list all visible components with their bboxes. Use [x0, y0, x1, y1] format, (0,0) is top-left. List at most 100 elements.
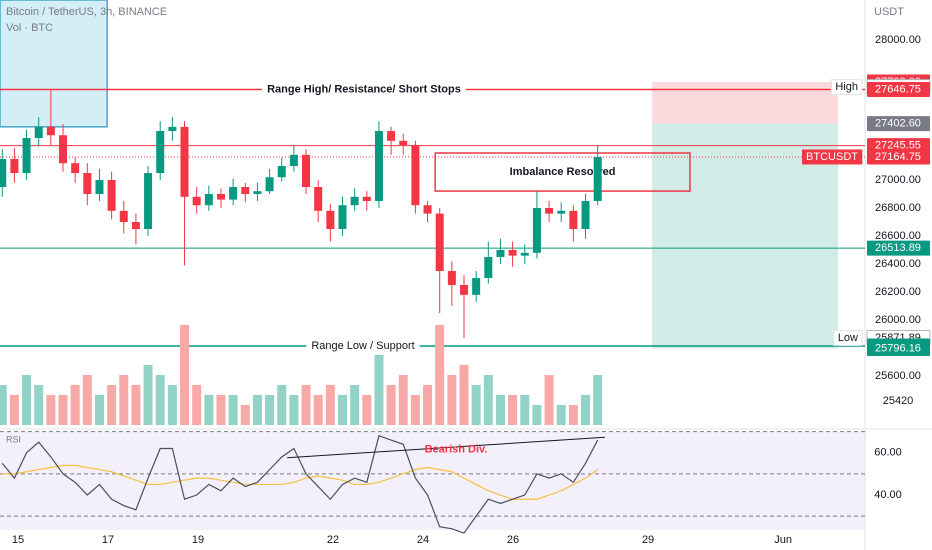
candle-body — [180, 126, 189, 197]
volume-bar — [0, 385, 7, 425]
candle-body — [59, 135, 68, 164]
candle-body — [277, 166, 286, 178]
volume-bar — [34, 385, 44, 425]
candle-body — [423, 205, 432, 214]
candle-body — [399, 140, 408, 146]
candle-body — [34, 126, 43, 139]
candle-body — [569, 210, 578, 230]
price-tag-label: 27646.75 — [875, 83, 921, 95]
level-label: Range Low / Support — [311, 340, 414, 352]
candle-body — [581, 201, 590, 230]
candle-body — [204, 194, 213, 206]
candle-body — [362, 196, 371, 202]
x-tick-label: 19 — [192, 534, 204, 546]
price-tag-label: 25796.16 — [875, 342, 921, 354]
candle-body — [447, 271, 456, 286]
candle-body — [216, 194, 225, 200]
candle-body — [374, 131, 383, 202]
volume-bar — [252, 395, 262, 425]
candle-body — [338, 205, 347, 230]
y-tick-label: 26200.00 — [875, 286, 921, 298]
price-tag — [867, 138, 930, 154]
rsi-tick-label: 40.00 — [874, 489, 902, 501]
x-tick-label: 15 — [12, 534, 24, 546]
volume-bar — [520, 395, 530, 425]
candle-body — [95, 180, 104, 195]
x-tick-label: 26 — [507, 534, 519, 546]
rsi-line — [1, 435, 599, 534]
box-label: Imbalance Resolved — [510, 166, 616, 178]
subtitle: Vol · BTC — [6, 22, 53, 34]
volume-bar — [447, 375, 457, 425]
y-tick-label: 25420 — [883, 395, 914, 407]
candle-body — [107, 180, 116, 211]
zone-box — [434, 152, 691, 192]
volume-bar — [495, 395, 505, 425]
candle-body — [460, 285, 469, 295]
price-tag-label: 27164.75 — [875, 151, 921, 163]
candle-body — [144, 173, 153, 230]
volume-bar — [374, 355, 384, 425]
price-tag — [867, 149, 930, 165]
volume-bar — [58, 395, 68, 425]
price-tag — [867, 240, 930, 256]
price-tag-label: 26513.89 — [875, 242, 921, 254]
volume-bar — [216, 395, 226, 425]
volume-bar — [167, 385, 177, 425]
zone-box — [652, 82, 838, 124]
candle-body — [545, 208, 554, 214]
candle-body — [229, 187, 238, 200]
volume-bar — [362, 395, 372, 425]
volume-bar — [459, 365, 469, 425]
price-tag-label: 27402.60 — [875, 118, 921, 130]
candle-body — [532, 208, 541, 253]
candle-body — [83, 173, 92, 195]
candle-body — [435, 213, 444, 272]
y-tick-label: 26600.00 — [875, 230, 921, 242]
candle-body — [302, 154, 311, 188]
volume-bar — [581, 395, 591, 425]
volume-bar — [301, 385, 311, 425]
candle-body — [350, 196, 359, 206]
level-label: Range High/ Resistance/ Short Stops — [267, 83, 461, 95]
price-tag-name: BTCUSDT — [806, 151, 858, 163]
label-bg — [306, 339, 420, 352]
candle-body — [241, 187, 250, 195]
candle-body — [289, 154, 298, 167]
rsi-title: RSI — [6, 434, 21, 444]
price-tag — [867, 81, 930, 97]
candle-body — [71, 163, 80, 174]
candle-body — [0, 159, 7, 188]
volume-bar — [155, 375, 165, 425]
volume-bar — [350, 385, 360, 425]
candle-body — [326, 210, 335, 230]
volume-bar — [240, 405, 250, 425]
rsi-tick-label: 60.00 — [874, 447, 902, 459]
candle-body — [314, 187, 323, 211]
volume-bar — [82, 375, 92, 425]
candle-body — [253, 191, 262, 195]
volume-bar — [277, 385, 287, 425]
candle-body — [22, 138, 31, 174]
zone-box — [0, 0, 108, 128]
volume-bar — [398, 375, 408, 425]
candle-body — [520, 252, 529, 256]
candle-body — [168, 126, 177, 132]
volume-bar — [593, 375, 603, 425]
volume-bar — [471, 385, 481, 425]
volume-bar — [131, 385, 141, 425]
y-tick-label: 26000.00 — [875, 314, 921, 326]
x-tick-label: 17 — [102, 534, 114, 546]
candle-body — [593, 156, 602, 202]
rsi-ma-line — [2, 464, 599, 500]
price-tag — [867, 116, 930, 132]
volume-bar — [228, 395, 238, 425]
price-tag-name-bg — [833, 329, 863, 346]
candle-body — [131, 222, 140, 230]
label-bg — [262, 83, 466, 96]
volume-bar — [143, 365, 153, 425]
price-tag — [867, 341, 930, 357]
candle-body — [484, 257, 493, 279]
candle-body — [10, 159, 19, 174]
